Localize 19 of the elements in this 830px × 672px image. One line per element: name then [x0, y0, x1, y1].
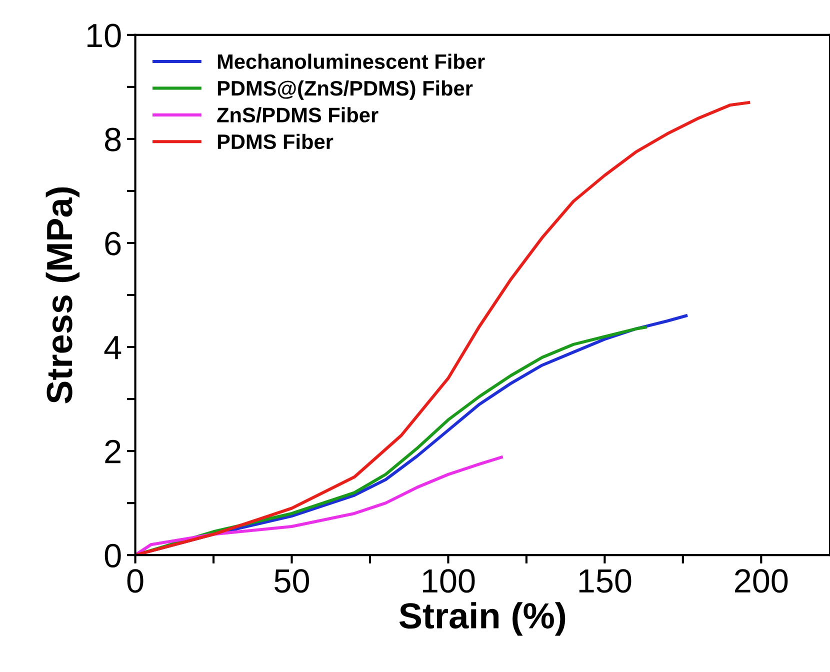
y-tick-label: 4: [104, 336, 122, 360]
legend-label: PDMS Fiber: [218, 134, 334, 150]
x-tick-label: 100: [422, 569, 475, 593]
y-axis-title: Stress (MPa): [46, 187, 80, 404]
y-tick-label: 2: [105, 440, 120, 464]
legend-label: PDMS@(ZnS/PDMS) Fiber: [218, 80, 473, 100]
legend-label: Mechanoluminescent Fiber: [218, 54, 485, 69]
x-tick-label: 150: [579, 569, 632, 593]
y-tick-label: 10: [88, 24, 121, 48]
x-tick-label: 0: [127, 569, 144, 593]
line-series: [135, 101, 750, 556]
y-tick-label: 8: [105, 128, 121, 152]
line-series: [135, 456, 503, 556]
x-tick-label: 50: [274, 569, 309, 593]
x-tick-label: 200: [735, 569, 788, 593]
y-tick-label: 0: [104, 544, 121, 568]
y-tick-label: 6: [105, 232, 121, 256]
legend-label: ZnS/PDMS Fiber: [217, 107, 378, 123]
x-axis-title: Strain (%): [399, 602, 566, 636]
